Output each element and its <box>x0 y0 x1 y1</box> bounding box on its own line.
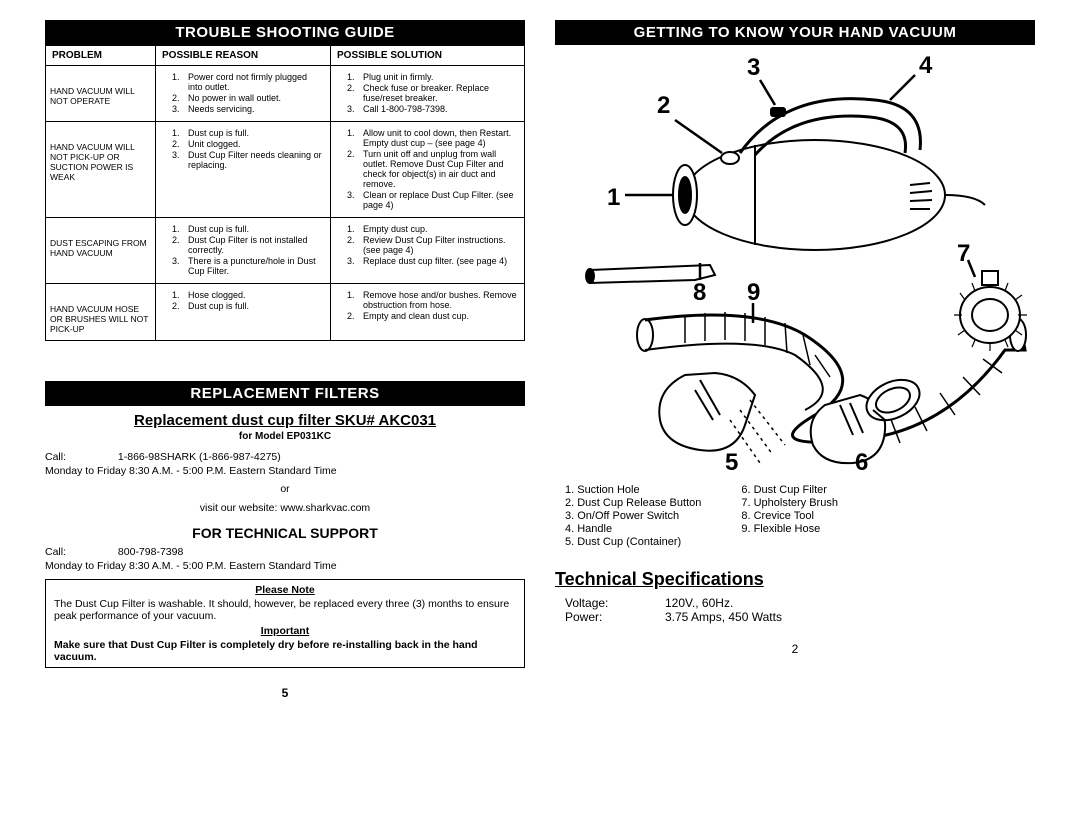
tech-hours: Monday to Friday 8:30 A.M. - 5:00 P.M. E… <box>45 559 525 573</box>
problem-cell: HAND VACUUM WILL NOT PICK-UP OR SUCTION … <box>46 122 156 218</box>
replacement-model: for Model EP031KC <box>45 431 525 442</box>
reason-cell: Hose clogged.Dust cup is full. <box>156 284 331 341</box>
left-column: TROUBLE SHOOTING GUIDE PROBLEM POSSIBLE … <box>30 20 540 814</box>
part-item: 3. On/Off Power Switch <box>565 510 701 522</box>
voltage-label: Voltage: <box>565 596 665 610</box>
page-number-right: 2 <box>555 642 1035 656</box>
col-reason: POSSIBLE REASON <box>156 46 331 66</box>
note-box: Please Note The Dust Cup Filter is washa… <box>45 579 525 668</box>
callout-8: 8 <box>693 279 706 306</box>
table-row: HAND VACUUM WILL NOT PICK-UP OR SUCTION … <box>46 122 525 218</box>
trouble-header: TROUBLE SHOOTING GUIDE <box>45 20 525 45</box>
website-text: visit our website: www.sharkvac.com <box>45 501 525 515</box>
reason-cell: Dust cup is full.Unit clogged.Dust Cup F… <box>156 122 331 218</box>
solution-cell: Allow unit to cool down, then Restart. E… <box>331 122 525 218</box>
power-label: Power: <box>565 610 665 624</box>
tech-support-header: FOR TECHNICAL SUPPORT <box>45 525 525 541</box>
or-text: or <box>45 482 525 496</box>
solution-cell: Remove hose and/or bushes. Remove obstru… <box>331 284 525 341</box>
important-body: Make sure that Dust Cup Filter is comple… <box>54 639 516 663</box>
part-item: 7. Upholstery Brush <box>741 497 838 509</box>
problem-cell: DUST ESCAPING FROM HAND VACUUM <box>46 218 156 284</box>
part-item: 2. Dust Cup Release Button <box>565 497 701 509</box>
tech-call: Call: 800-798-7398 <box>45 545 525 559</box>
reason-cell: Power cord not firmly plugged into outle… <box>156 66 331 122</box>
part-item: 4. Handle <box>565 523 701 535</box>
callout-7: 7 <box>957 240 970 267</box>
important-title: Important <box>54 625 516 637</box>
voltage-value: 120V., 60Hz. <box>665 596 733 610</box>
part-item: 8. Crevice Tool <box>741 510 838 522</box>
callout-3: 3 <box>747 54 760 81</box>
problem-cell: HAND VACUUM HOSE OR BRUSHES WILL NOT PIC… <box>46 284 156 341</box>
replacement-header: REPLACEMENT FILTERS <box>45 381 525 406</box>
note-body: The Dust Cup Filter is washable. It shou… <box>54 598 516 622</box>
col-problem: PROBLEM <box>46 46 156 66</box>
part-item: 9. Flexible Hose <box>741 523 838 535</box>
parts-legend: 1. Suction Hole2. Dust Cup Release Butto… <box>555 484 1035 549</box>
callout-6: 6 <box>855 449 868 475</box>
spec-power: Power: 3.75 Amps, 450 Watts <box>555 610 1035 624</box>
col-solution: POSSIBLE SOLUTION <box>331 46 525 66</box>
part-item: 6. Dust Cup Filter <box>741 484 838 496</box>
callout-4: 4 <box>919 52 933 79</box>
getting-to-know-header: GETTING TO KNOW YOUR HAND VACUUM <box>555 20 1035 45</box>
parts-right-col: 6. Dust Cup Filter7. Upholstery Brush8. … <box>741 484 838 549</box>
tech-spec-title: Technical Specifications <box>555 569 1035 590</box>
parts-left-col: 1. Suction Hole2. Dust Cup Release Butto… <box>565 484 701 549</box>
replacement-hours: Monday to Friday 8:30 A.M. - 5:00 P.M. E… <box>45 464 525 478</box>
callout-9: 9 <box>747 279 760 306</box>
callout-5: 5 <box>725 449 738 475</box>
tech-call-number: 800-798-7398 <box>118 546 183 558</box>
call-number: 1-866-98SHARK (1-866-987-4275) <box>118 451 281 463</box>
table-row: HAND VACUUM HOSE OR BRUSHES WILL NOT PIC… <box>46 284 525 341</box>
spec-voltage: Voltage: 120V., 60Hz. <box>555 596 1035 610</box>
problem-cell: HAND VACUUM WILL NOT OPERATE <box>46 66 156 122</box>
callout-1: 1 <box>607 184 620 211</box>
callout-2: 2 <box>657 92 670 119</box>
table-row: DUST ESCAPING FROM HAND VACUUMDust cup i… <box>46 218 525 284</box>
vacuum-diagram: 1 2 3 4 5 6 7 8 9 <box>555 45 1035 475</box>
part-item: 5. Dust Cup (Container) <box>565 536 701 548</box>
table-row: HAND VACUUM WILL NOT OPERATEPower cord n… <box>46 66 525 122</box>
replacement-sku: Replacement dust cup filter SKU# AKC031 <box>45 412 525 429</box>
right-column: GETTING TO KNOW YOUR HAND VACUUM <box>540 20 1050 814</box>
solution-cell: Plug unit in firmly.Check fuse or breake… <box>331 66 525 122</box>
trouble-table: PROBLEM POSSIBLE REASON POSSIBLE SOLUTIO… <box>45 45 525 341</box>
tech-call-label: Call: <box>45 545 115 559</box>
call-label: Call: <box>45 450 115 464</box>
replacement-call: Call: 1-866-98SHARK (1-866-987-4275) <box>45 450 525 464</box>
part-item: 1. Suction Hole <box>565 484 701 496</box>
power-value: 3.75 Amps, 450 Watts <box>665 610 782 624</box>
note-title: Please Note <box>54 584 516 596</box>
reason-cell: Dust cup is full.Dust Cup Filter is not … <box>156 218 331 284</box>
solution-cell: Empty dust cup.Review Dust Cup Filter in… <box>331 218 525 284</box>
page-number-left: 5 <box>45 686 525 700</box>
